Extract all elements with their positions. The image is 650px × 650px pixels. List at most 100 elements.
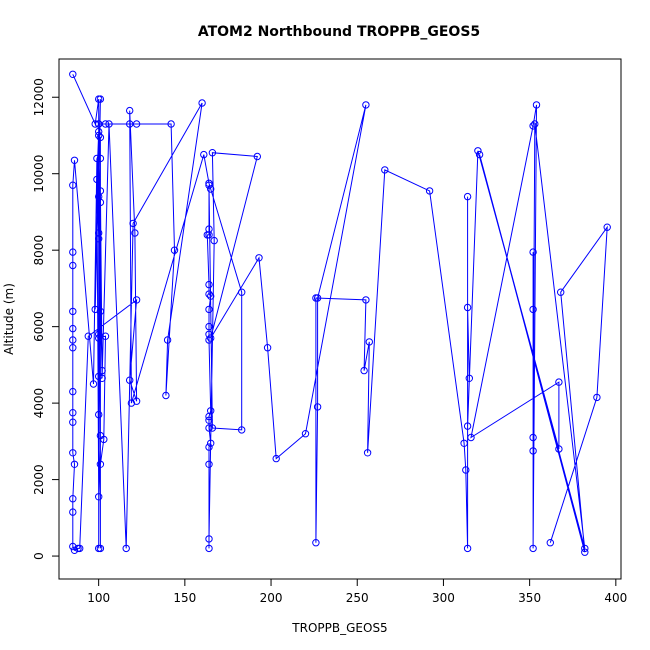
data-point: [69, 261, 77, 270]
data-point: [205, 290, 213, 298]
data-point: [205, 535, 213, 543]
data-point: [96, 95, 105, 103]
data-point: [132, 397, 141, 405]
x-tick-label: 400: [604, 591, 627, 605]
data-point: [207, 439, 215, 447]
data-point: [313, 403, 322, 411]
chart-title: ATOM2 Northbound TROPPB_GEOS5: [198, 24, 480, 40]
y-tick-label: 12000: [32, 78, 46, 116]
data-point: [365, 338, 373, 346]
data-point: [208, 424, 217, 432]
data-point: [205, 443, 213, 451]
data-point: [529, 447, 537, 455]
data-point: [96, 544, 105, 553]
data-point: [69, 248, 77, 256]
data-point: [198, 99, 206, 107]
data-point: [105, 120, 113, 128]
data-point: [463, 303, 472, 312]
data-point: [555, 445, 563, 453]
y-tick-label: 6000: [32, 311, 46, 342]
data-point: [529, 433, 537, 442]
data-point: [95, 120, 103, 128]
y-tick-label: 8000: [32, 235, 46, 266]
data-point: [203, 231, 212, 239]
data-point: [463, 192, 472, 201]
data-point: [167, 120, 175, 128]
y-axis-label: Altitude (m): [2, 283, 16, 355]
data-point: [96, 154, 105, 163]
data-point: [205, 544, 213, 553]
data-point: [207, 292, 215, 300]
data-point: [205, 460, 213, 468]
data-point: [210, 236, 218, 245]
data-point: [132, 296, 141, 304]
data-point: [474, 147, 482, 155]
data-point: [126, 106, 134, 115]
data-point: [207, 185, 215, 193]
data-point: [69, 324, 77, 333]
data-point: [69, 387, 77, 396]
x-tick-label: 350: [518, 591, 541, 605]
data-point: [263, 344, 272, 352]
data-point: [465, 374, 473, 382]
data-point: [95, 410, 103, 419]
data-point: [529, 544, 537, 553]
plot-frame: [58, 58, 622, 580]
data-point: [95, 330, 103, 338]
data-point: [581, 548, 589, 556]
data-point: [272, 454, 280, 463]
data-point: [95, 493, 103, 501]
x-axis: 100 150 200 250 300 350 400: [87, 579, 627, 605]
series-line: [72, 74, 608, 553]
x-tick-label: 150: [173, 591, 196, 605]
y-tick-label: 0: [32, 552, 46, 560]
x-tick-label: 300: [432, 591, 455, 605]
data-point: [170, 246, 179, 254]
data-point: [460, 439, 468, 447]
data-point: [205, 322, 213, 331]
y-tick-label: 2000: [32, 464, 46, 495]
data-point: [69, 495, 77, 503]
x-tick-label: 100: [87, 591, 110, 605]
data-point: [95, 372, 103, 381]
data-point: [531, 120, 539, 128]
data-point: [529, 122, 537, 130]
data-point: [69, 449, 77, 457]
x-tick-label: 250: [346, 591, 369, 605]
data-point: [253, 152, 261, 161]
x-tick-label: 200: [260, 591, 283, 605]
data-point: [127, 399, 136, 407]
data-point: [95, 131, 103, 140]
data-point: [122, 544, 130, 553]
data-point: [581, 544, 589, 553]
data-point: [70, 460, 79, 468]
data-point: [207, 334, 215, 342]
data-point: [70, 546, 79, 554]
data-point: [555, 378, 563, 386]
data-point: [129, 219, 137, 228]
data-point: [360, 366, 368, 375]
data-point: [238, 426, 246, 434]
data-point: [96, 307, 105, 316]
data-point: [205, 181, 213, 189]
data-point: [91, 120, 99, 128]
data-point: [132, 120, 141, 128]
data-point: [532, 101, 541, 109]
data-point: [89, 380, 98, 388]
data-point: [205, 424, 213, 432]
x-axis-label: TROPPB_GEOS5: [291, 621, 387, 635]
data-point: [463, 544, 472, 553]
data-point: [208, 149, 217, 157]
data-point: [362, 296, 370, 304]
data-point: [162, 391, 170, 400]
data-point: [362, 101, 370, 109]
data-point: [381, 166, 389, 174]
data-point: [463, 422, 472, 430]
y-tick-label: 10000: [32, 155, 46, 193]
data-point: [98, 366, 106, 375]
data-point: [69, 542, 77, 551]
data-point: [69, 336, 77, 344]
data-point: [301, 430, 310, 438]
data-point: [69, 418, 77, 426]
